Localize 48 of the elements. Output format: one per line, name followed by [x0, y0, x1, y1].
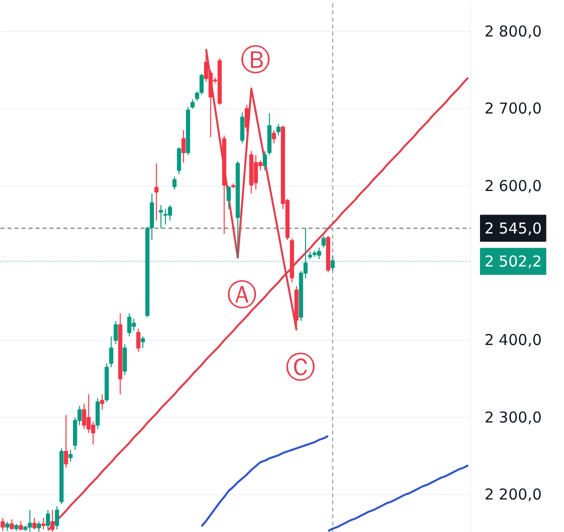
candlestick	[41, 517, 46, 530]
y-tick-label: 2 400,0	[484, 331, 542, 350]
annotation: Ⓐ	[226, 278, 257, 314]
candlestick	[168, 204, 172, 222]
candlestick	[32, 517, 36, 530]
candlestick	[100, 394, 104, 410]
line-series	[327, 464, 470, 532]
candlestick	[226, 185, 231, 210]
annotation: Ⓒ	[286, 350, 316, 386]
candlestick	[322, 236, 326, 248]
ref-line-label: 2 502,2	[484, 252, 542, 270]
candlestick	[244, 104, 249, 132]
candlestick	[330, 254, 335, 272]
annotation: Ⓑ	[240, 43, 270, 78]
candlestick	[140, 336, 145, 348]
candlestick	[276, 124, 281, 136]
candlestick	[154, 162, 158, 222]
candlestick	[28, 510, 32, 532]
candlestick	[136, 328, 140, 352]
candlestick	[0, 517, 5, 532]
candlestick	[64, 414, 68, 468]
candlestick	[172, 176, 177, 190]
y-tick-label: 2 200,0	[484, 486, 542, 504]
candlestick	[68, 449, 73, 462]
candlestick	[163, 208, 168, 225]
candlestick	[114, 320, 118, 345]
candlestick	[240, 112, 244, 144]
candlestick	[181, 130, 186, 164]
candlestick	[272, 130, 276, 144]
y-tick-label: 2 600,0	[484, 176, 542, 195]
candlestick	[158, 204, 164, 229]
ref-line-label: 2 545,0	[484, 219, 542, 238]
candlestick	[54, 506, 60, 530]
candlestick	[176, 146, 182, 175]
candlestick	[96, 398, 100, 430]
candlestick	[82, 403, 86, 430]
candlestick	[50, 510, 55, 532]
candlestick	[122, 344, 127, 376]
y-tick-label: 2 300,0	[484, 408, 542, 426]
candlestick	[262, 150, 267, 171]
candlestick	[46, 510, 50, 530]
line-series	[200, 434, 330, 528]
candlestick	[10, 518, 14, 530]
y-tick-label: 2 700,0	[484, 100, 542, 118]
candlestick	[190, 98, 195, 110]
candlestick	[36, 521, 41, 532]
candlestick	[5, 521, 10, 532]
y-tick-label: 2 800,0	[484, 22, 542, 40]
